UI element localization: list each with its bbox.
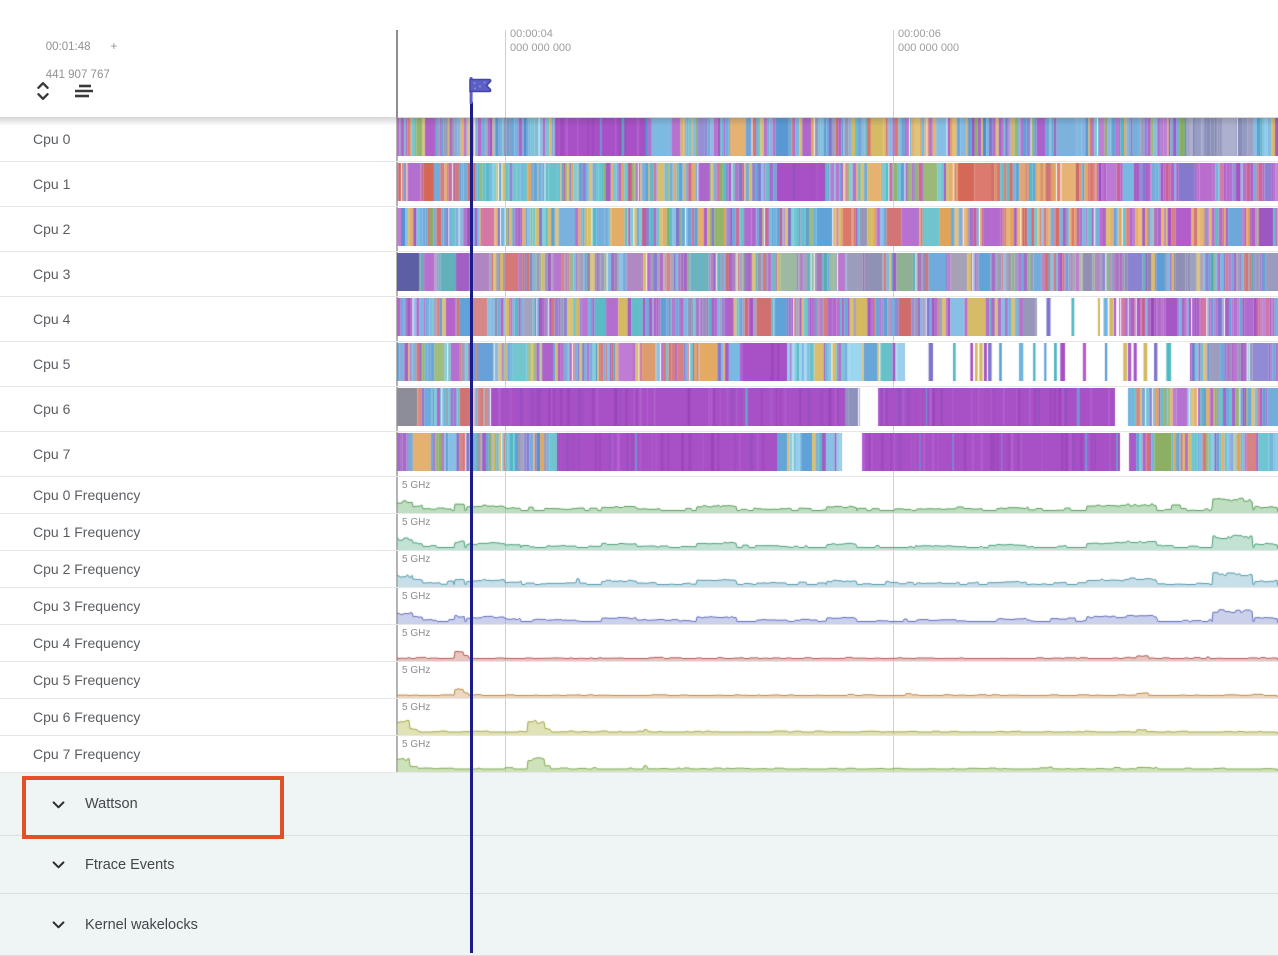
collapse-tracks-button[interactable] [30,80,56,106]
freq-canvas[interactable] [397,483,1278,513]
marker-line[interactable] [470,102,473,953]
ruler-mark-time: 00:00:06 [898,28,941,40]
track-row-cpu-4-frequency[interactable]: Cpu 4 Frequency 5 GHz [0,625,1278,662]
timestamp-display: 00:01:48 + 441 907 767 [33,26,117,96]
track-label: Cpu 5 Frequency [33,672,141,688]
track-label: Cpu 4 Frequency [33,635,141,651]
track-canvas[interactable] [397,253,1278,291]
freq-scale-label: 5 GHz [402,517,431,528]
ruler-mark: 00:00:06 000 000 000 [898,28,959,55]
track-label: Cpu 0 Frequency [33,487,141,503]
track-label: Cpu 3 Frequency [33,598,141,614]
track-row-cpu-2[interactable]: Cpu 2 [0,207,1278,252]
freq-canvas[interactable] [397,705,1278,735]
group-label: Kernel wakelocks [85,916,198,933]
track-row-cpu-6-frequency[interactable]: Cpu 6 Frequency 5 GHz [0,699,1278,736]
group-row-wattson[interactable]: Wattson [0,773,1278,836]
timestamp-plus: + [110,41,118,53]
group-row-kernel-wakelocks[interactable]: Kernel wakelocks [0,894,1278,956]
track-label: Cpu 7 [33,446,71,462]
track-label: Cpu 6 [33,401,71,417]
ruler-mark-ns: 000 000 000 [898,41,960,54]
freq-canvas[interactable] [397,594,1278,624]
track-label: Cpu 2 [33,221,71,237]
group-row-ftrace-events[interactable]: Ftrace Events [0,836,1278,894]
freq-canvas[interactable] [397,631,1278,661]
track-canvas[interactable] [397,208,1278,246]
track-row-cpu-2-frequency[interactable]: Cpu 2 Frequency 5 GHz [0,551,1278,588]
time-ruler[interactable] [397,0,1278,117]
track-label: Cpu 2 Frequency [33,561,141,577]
ruler-mark: 00:00:04 000 000 000 [510,28,571,55]
timestamp-ns: 441 907 767 [45,69,110,81]
track-row-cpu-1-frequency[interactable]: Cpu 1 Frequency 5 GHz [0,514,1278,551]
track-canvas[interactable] [397,433,1278,471]
freq-scale-label: 5 GHz [402,554,431,565]
freq-scale-label: 5 GHz [402,665,431,676]
track-label: Cpu 7 Frequency [33,746,141,762]
track-row-cpu-6[interactable]: Cpu 6 [0,387,1278,432]
freq-canvas[interactable] [397,742,1278,772]
freq-scale-label: 5 GHz [402,739,431,750]
sort-tracks-button[interactable] [70,80,96,106]
track-row-cpu-4[interactable]: Cpu 4 [0,297,1278,342]
timestamp-time: 00:01:48 [45,41,91,53]
freq-canvas[interactable] [397,668,1278,698]
track-toolbar [30,80,96,106]
track-canvas[interactable] [397,118,1278,156]
track-label: Cpu 0 [33,131,71,147]
ruler-mark-ns: 000 000 000 [510,41,572,54]
track-canvas[interactable] [397,163,1278,201]
chevron-down-icon[interactable] [50,916,67,933]
chevron-down-icon[interactable] [50,856,67,873]
unfold-more-icon [32,79,54,108]
track-canvas[interactable] [397,298,1278,336]
track-row-cpu-1[interactable]: Cpu 1 [0,162,1278,207]
track-label: Cpu 6 Frequency [33,709,141,725]
track-row-cpu-5[interactable]: Cpu 5 [0,342,1278,387]
freq-scale-label: 5 GHz [402,480,431,491]
track-row-cpu-0-frequency[interactable]: Cpu 0 Frequency 5 GHz [0,477,1278,514]
track-row-cpu-3-frequency[interactable]: Cpu 3 Frequency 5 GHz [0,588,1278,625]
freq-scale-label: 5 GHz [402,591,431,602]
group-label: Wattson [85,796,138,812]
freq-canvas[interactable] [397,520,1278,550]
track-canvas[interactable] [397,388,1278,426]
flag-icon[interactable] [465,74,497,111]
ruler-mark-time: 00:00:04 [510,28,553,40]
track-label: Cpu 3 [33,266,71,282]
track-row-cpu-7[interactable]: Cpu 7 [0,432,1278,477]
freq-canvas[interactable] [397,557,1278,587]
track-label: Cpu 1 Frequency [33,524,141,540]
track-canvas[interactable] [397,343,1278,381]
track-row-cpu-5-frequency[interactable]: Cpu 5 Frequency 5 GHz [0,662,1278,699]
track-row-cpu-7-frequency[interactable]: Cpu 7 Frequency 5 GHz [0,736,1278,773]
track-label: Cpu 4 [33,311,71,327]
freq-scale-label: 5 GHz [402,628,431,639]
track-label: Cpu 1 [33,176,71,192]
track-row-cpu-3[interactable]: Cpu 3 [0,252,1278,297]
track-label: Cpu 5 [33,356,71,372]
chevron-down-icon[interactable] [50,796,67,813]
group-label: Ftrace Events [85,856,175,873]
sort-icon [70,79,96,108]
track-row-cpu-0[interactable]: Cpu 0 [0,117,1278,162]
freq-scale-label: 5 GHz [402,702,431,713]
